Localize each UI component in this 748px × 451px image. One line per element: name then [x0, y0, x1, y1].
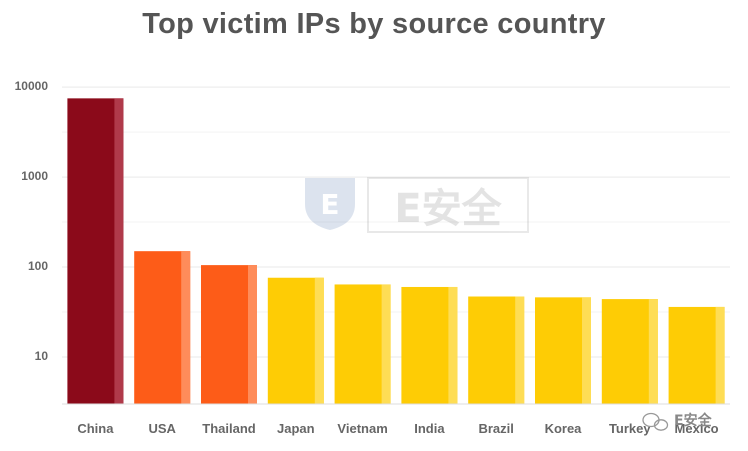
- bar-india: [401, 286, 458, 404]
- bar-body: [334, 284, 391, 404]
- e-logo-icon: [305, 178, 355, 230]
- y-tick-label: 10000: [15, 79, 49, 93]
- y-tick-label: 10: [35, 349, 49, 363]
- bar-turkey: [601, 299, 658, 404]
- bar-body: [601, 299, 658, 404]
- x-tick-label: Brazil: [478, 421, 513, 436]
- bar-korea: [535, 297, 591, 404]
- bar-body: [401, 286, 458, 404]
- bar-highlight: [648, 299, 658, 404]
- x-tick-label: Thailand: [202, 421, 256, 436]
- watermark: E E安全: [305, 177, 529, 233]
- bar-body: [668, 306, 725, 404]
- bar-body: [535, 297, 591, 404]
- bar-body: [134, 251, 191, 404]
- x-tick-label: Japan: [277, 421, 315, 436]
- bar-highlight: [582, 297, 591, 404]
- chart-title: Top victim IPs by source country: [142, 8, 606, 40]
- y-axis: 10 100 1000 10000: [15, 79, 49, 363]
- corner-watermark-text: E安全: [674, 412, 713, 429]
- x-tick-label: Vietnam: [337, 421, 387, 436]
- x-axis: China USA Thailand Japan Vietnam India Brazil K…: [77, 421, 718, 436]
- bar-body: [201, 265, 257, 404]
- bar-japan: [267, 277, 324, 404]
- bar-china: [67, 98, 124, 404]
- bar-highlight: [248, 265, 257, 404]
- x-tick-label: Korea: [545, 421, 583, 436]
- bar-body: [267, 277, 324, 404]
- bar-highlight: [381, 284, 391, 404]
- bars: [67, 98, 725, 404]
- bar-brazil: [468, 296, 525, 404]
- x-tick-label: India: [414, 421, 445, 436]
- bar-thailand: [201, 265, 257, 404]
- x-tick-label: Turkey: [609, 421, 651, 436]
- x-tick-label: USA: [148, 421, 176, 436]
- bar-highlight: [515, 296, 525, 404]
- bar-highlight: [181, 251, 191, 404]
- svg-text:E: E: [320, 188, 339, 221]
- watermark-text: E安全: [394, 186, 502, 232]
- y-tick-label: 1000: [21, 169, 48, 183]
- bar-body: [468, 296, 525, 404]
- bar-mexico: [668, 306, 725, 404]
- bar-highlight: [114, 98, 124, 404]
- bar-usa: [134, 251, 191, 404]
- wechat-icon: [642, 412, 669, 431]
- bar-highlight: [715, 306, 725, 404]
- x-tick-label: China: [77, 421, 114, 436]
- y-tick-label: 100: [28, 259, 48, 273]
- bar-vietnam: [334, 284, 391, 404]
- bar-highlight: [448, 286, 458, 404]
- bar-highlight: [314, 277, 324, 404]
- bar-body: [67, 98, 124, 404]
- x-tick-label: Mexico: [675, 421, 719, 436]
- corner-watermark: E安全: [642, 412, 713, 431]
